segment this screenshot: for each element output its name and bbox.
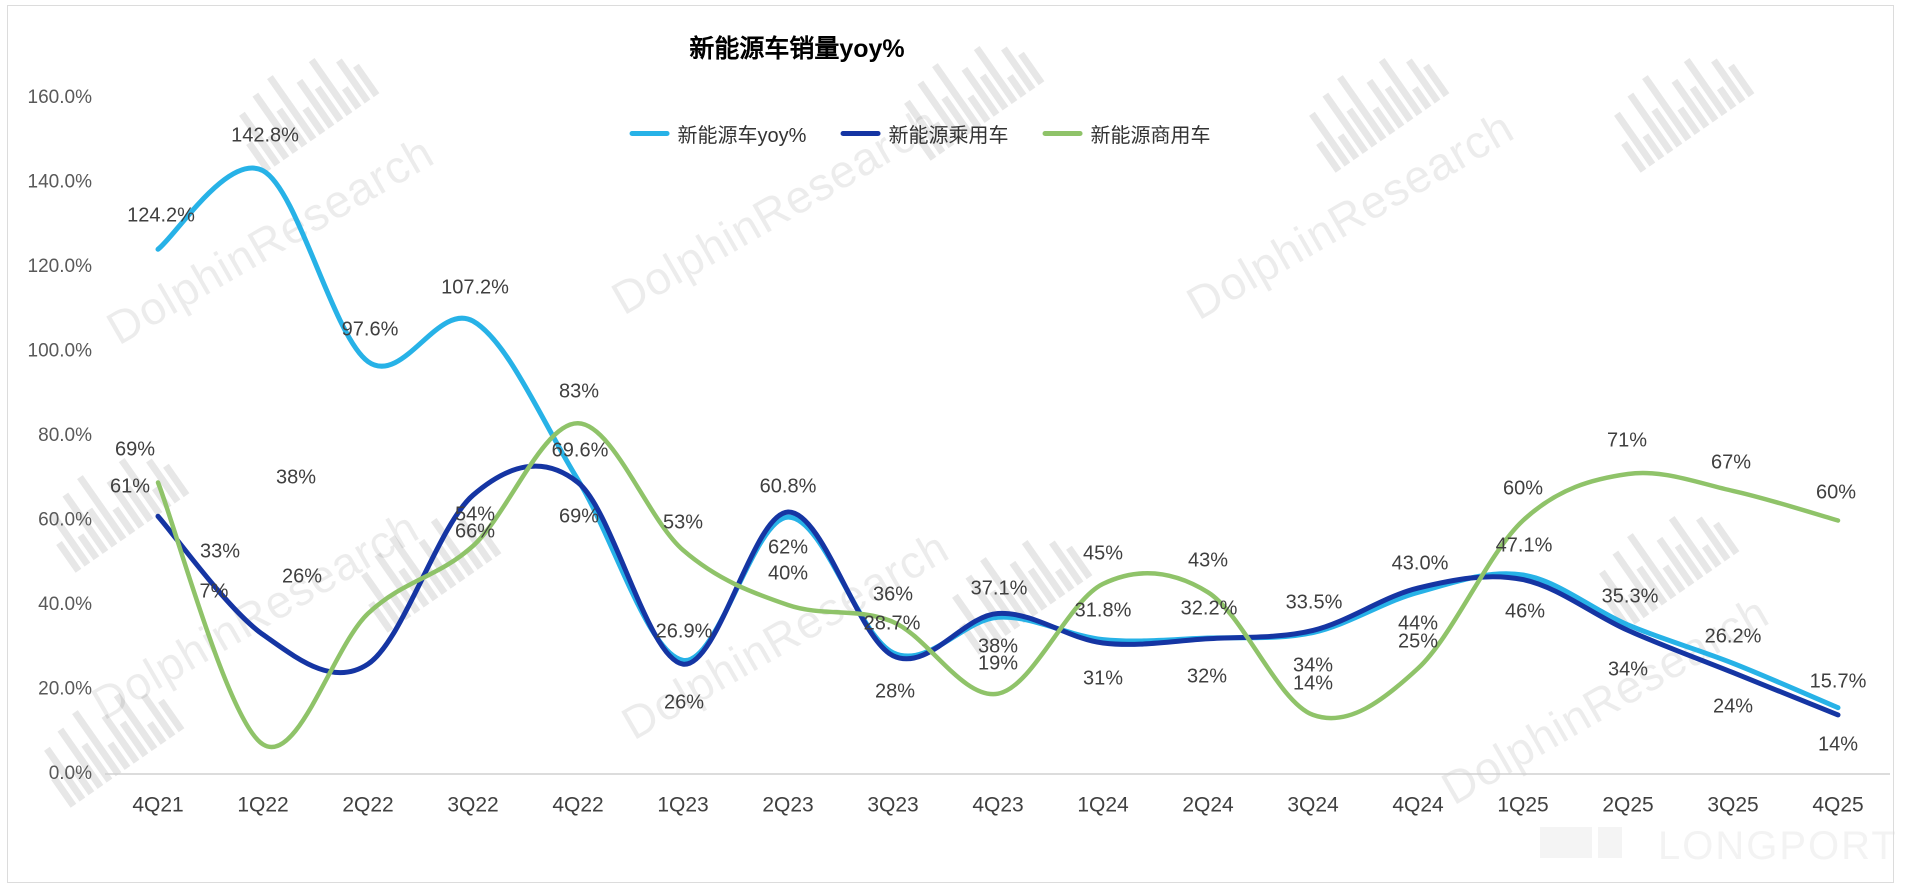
- data-label: 45%: [1083, 542, 1123, 564]
- data-label: 25%: [1398, 630, 1438, 652]
- data-label: 7%: [200, 580, 229, 602]
- data-label: 28%: [875, 680, 915, 702]
- x-axis-tick-label: 1Q24: [1077, 794, 1129, 817]
- x-axis-tick-label: 4Q21: [132, 794, 183, 817]
- data-label: 37.1%: [971, 577, 1028, 599]
- data-label: 61%: [110, 475, 150, 497]
- data-label: 28.7%: [864, 612, 921, 634]
- data-label: 83%: [559, 380, 599, 402]
- x-axis-tick-label: 3Q25: [1707, 794, 1758, 817]
- data-label: 60.8%: [760, 475, 817, 497]
- x-axis-tick-label: 1Q22: [237, 794, 288, 817]
- data-label: 97.6%: [342, 318, 399, 340]
- data-label: 26.2%: [1705, 625, 1762, 647]
- series-line-新能源商用车: [155, 421, 1841, 750]
- data-label: 124.2%: [127, 204, 195, 226]
- x-axis-tick-label: 3Q23: [867, 794, 918, 817]
- data-label: 38%: [978, 635, 1018, 657]
- y-axis-tick-label: 20.0%: [38, 679, 92, 700]
- data-label: 69.6%: [552, 439, 609, 461]
- legend-swatch: [629, 131, 670, 136]
- chart-legend: 新能源车yoy% 新能源乘用车 新能源商用车: [629, 119, 1210, 148]
- data-label: 34%: [1293, 654, 1333, 676]
- data-label: 14%: [1293, 672, 1333, 694]
- y-axis-tick-label: 120.0%: [28, 256, 93, 277]
- data-label: 26%: [282, 565, 322, 587]
- legend-label: 新能源车yoy%: [677, 125, 807, 147]
- y-axis-tick-label: 140.0%: [28, 172, 93, 193]
- data-label: 34%: [1608, 658, 1648, 680]
- data-label: 43.0%: [1392, 552, 1449, 574]
- data-label: 69%: [115, 438, 155, 460]
- data-label: 53%: [663, 511, 703, 533]
- data-label: 19%: [978, 652, 1018, 674]
- data-label: 66%: [455, 520, 495, 542]
- x-axis-tick-label: 2Q24: [1182, 794, 1234, 817]
- data-label: 69%: [559, 505, 599, 527]
- longport-logo-mark: [1598, 827, 1622, 858]
- data-label: 26.9%: [656, 620, 713, 642]
- legend-item: 新能源商用车: [1042, 119, 1210, 148]
- data-label: 32%: [1187, 665, 1227, 687]
- x-axis-tick-label: 2Q23: [762, 794, 813, 817]
- x-axis-tick-label: 4Q25: [1812, 794, 1863, 817]
- data-label: 47.1%: [1496, 534, 1553, 556]
- y-axis-tick-label: 80.0%: [38, 425, 92, 446]
- data-label: 43%: [1188, 549, 1228, 571]
- legend-swatch: [1042, 131, 1083, 136]
- x-axis-tick-label: 4Q24: [1392, 794, 1444, 817]
- longport-logo-text: LONGPORT: [1658, 824, 1898, 868]
- x-axis-tick-label: 2Q25: [1602, 794, 1653, 817]
- x-axis-tick-label: 2Q22: [342, 794, 393, 817]
- legend-label: 新能源乘用车: [888, 125, 1009, 147]
- legend-item: 新能源乘用车: [840, 119, 1008, 148]
- y-axis-tick-label: 0.0%: [49, 763, 92, 784]
- data-label: 46%: [1505, 600, 1545, 622]
- data-label: 32.2%: [1181, 597, 1238, 619]
- x-axis-tick-label: 4Q22: [552, 794, 603, 817]
- data-label: 15.7%: [1810, 670, 1867, 692]
- x-axis-tick-label: 4Q23: [972, 794, 1023, 817]
- data-label: 14%: [1818, 733, 1858, 755]
- data-label: 35.3%: [1602, 585, 1659, 607]
- series-line-新能源乘用车: [155, 463, 1841, 718]
- data-label: 33.5%: [1286, 591, 1343, 613]
- legend-label: 新能源商用车: [1090, 125, 1211, 147]
- y-axis-tick-label: 100.0%: [28, 341, 93, 362]
- x-axis-tick-label: 3Q22: [447, 794, 498, 817]
- data-label: 31%: [1083, 667, 1123, 689]
- data-label: 33%: [200, 540, 240, 562]
- data-label: 60%: [1816, 481, 1856, 503]
- longport-logo-mark: [1540, 827, 1592, 858]
- data-label: 24%: [1713, 695, 1753, 717]
- legend-swatch: [840, 131, 881, 136]
- data-label: 31.8%: [1075, 599, 1132, 621]
- x-axis-tick-label: 1Q25: [1497, 794, 1548, 817]
- data-label: 67%: [1711, 451, 1751, 473]
- data-label: 38%: [276, 466, 316, 488]
- data-label: 142.8%: [231, 124, 299, 146]
- series-line-新能源车yoy%: [155, 165, 1841, 711]
- legend-item: 新能源车yoy%: [629, 119, 807, 148]
- data-label: 62%: [768, 536, 808, 558]
- data-label: 107.2%: [441, 276, 509, 298]
- chart-title: 新能源车销量yoy%: [689, 35, 905, 63]
- data-label: 54%: [455, 503, 495, 525]
- y-axis-tick-label: 60.0%: [38, 510, 92, 531]
- data-label: 40%: [768, 562, 808, 584]
- data-label: 44%: [1398, 612, 1438, 634]
- data-label: 36%: [873, 583, 913, 605]
- x-axis-tick-label: 3Q24: [1287, 794, 1339, 817]
- x-axis-tick-label: 1Q23: [657, 794, 708, 817]
- y-axis-tick-label: 160.0%: [28, 87, 93, 108]
- y-axis-tick-label: 40.0%: [38, 594, 92, 615]
- data-label: 71%: [1607, 429, 1647, 451]
- data-label: 60%: [1503, 477, 1543, 499]
- data-label: 26%: [664, 691, 704, 713]
